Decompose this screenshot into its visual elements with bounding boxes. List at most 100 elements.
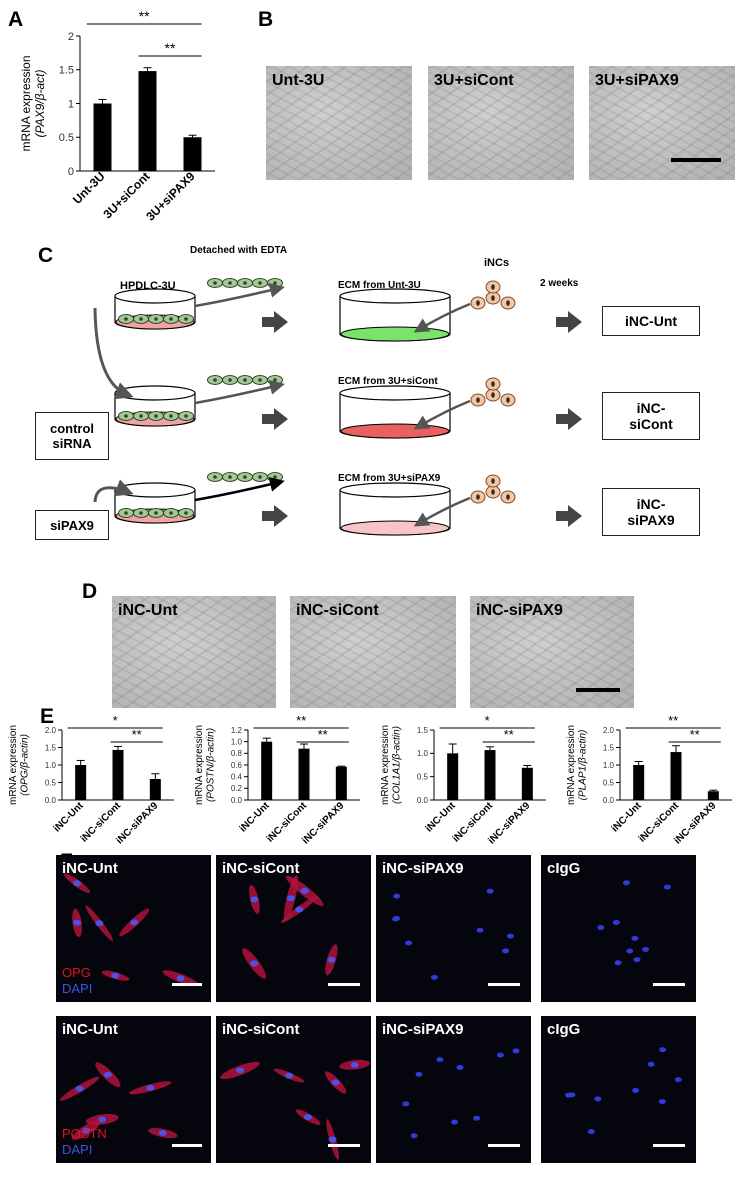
significance-label: **	[668, 715, 678, 728]
cell-nucleus	[392, 916, 400, 922]
bar	[633, 765, 645, 800]
detached-cell-nucleus	[213, 378, 217, 382]
detached-cell-nucleus	[258, 475, 262, 479]
incs-label: iNCs	[484, 257, 510, 269]
y-tick-label: 2.0	[603, 726, 615, 735]
y-tick-label: 0.0	[231, 796, 243, 805]
y-axis-label-line1: mRNA expression	[194, 725, 205, 805]
inc-cell-nucleus	[476, 300, 480, 306]
detached-cell-nucleus	[243, 281, 247, 285]
box-line: siCont	[629, 416, 673, 432]
inc-cell-nucleus	[491, 392, 495, 398]
fluor-label: cIgG	[547, 860, 581, 877]
y-tick-label: 1	[68, 98, 74, 110]
chart-postn: 0.00.20.40.60.81.01.2iNC-UntiNC-siContiN…	[194, 715, 360, 845]
ecm-dish	[339, 482, 451, 536]
result-box-inc-unt: iNC-Unt	[602, 306, 700, 336]
category-label: 3U+siPAX9	[143, 169, 198, 224]
cell-nucleus	[501, 948, 509, 954]
y-axis-label-line2: (PAX9/β-act)	[33, 70, 47, 138]
stain-label-opg: OPG	[62, 965, 91, 980]
y-axis-label-line2: (COL1A1/β-actin)	[392, 726, 403, 804]
y-tick-label: 1.5	[603, 743, 615, 752]
box-line: iNC-Unt	[624, 313, 678, 329]
scale-bar	[488, 1144, 520, 1147]
bar	[183, 137, 202, 171]
y-axis-label-line1: mRNA expression	[8, 725, 19, 805]
bar	[93, 103, 112, 171]
fluor-label: iNC-siCont	[222, 1021, 300, 1038]
panel-letter-e: E	[40, 705, 55, 728]
culture-arrow	[556, 505, 582, 527]
cell-nucleus	[295, 906, 304, 913]
cell-nucleus	[512, 1048, 520, 1054]
fluor-cells	[565, 1047, 682, 1135]
cell-nucleus	[73, 919, 82, 926]
y-axis-label-line1: mRNA expression	[380, 725, 391, 805]
schematic-panel-c	[93, 278, 582, 536]
dish-cell-nucleus	[169, 414, 173, 418]
detached-cell-nucleus	[258, 378, 262, 382]
bar	[484, 750, 496, 800]
detached-cell-nucleus	[273, 475, 277, 479]
cell-nucleus	[612, 920, 620, 926]
cell-nucleus	[250, 896, 259, 903]
significance-label: **	[165, 40, 176, 56]
cell-nucleus	[304, 1114, 313, 1121]
y-axis-label-line1: mRNA expression	[566, 725, 577, 805]
y-axis-label: mRNA expression(COL1A1/β-actin)	[380, 725, 403, 805]
fluor-postn-inc-sicont: iNC-siCont	[216, 1016, 371, 1163]
cell-nucleus	[331, 1079, 340, 1086]
cell-nucleus	[402, 1101, 410, 1107]
cell-nucleus	[476, 927, 484, 933]
cell-nucleus	[235, 1067, 244, 1074]
cell-nucleus	[75, 1085, 84, 1092]
cell-nucleus	[659, 1047, 667, 1053]
dish-cell-nucleus	[169, 317, 173, 321]
cell-nucleus	[436, 1057, 444, 1063]
cell-nucleus	[597, 924, 605, 930]
micrograph-label: iNC-siPAX9	[476, 602, 563, 619]
dish-cell-nucleus	[154, 511, 158, 515]
transfect-arrow	[93, 479, 134, 503]
scale-bar	[653, 1144, 685, 1147]
fluor-opg-inc-unt: iNC-Unt OPG DAPI	[56, 855, 211, 1002]
cell-nucleus	[674, 1077, 682, 1083]
dish-cell-nucleus	[184, 414, 188, 418]
significance-label: **	[132, 727, 142, 742]
ecm-dish	[339, 288, 451, 342]
bar	[521, 767, 533, 800]
y-tick-label: 1.5	[45, 743, 57, 752]
fluor-label: iNC-Unt	[62, 1021, 118, 1038]
micrograph-unt-3u: Unt-3U	[266, 66, 412, 180]
inc-cell-nucleus	[506, 494, 510, 500]
scale-bar	[172, 1144, 202, 1147]
y-tick-label: 2	[68, 31, 74, 43]
cell-nucleus	[663, 884, 671, 890]
cell-nucleus	[594, 1096, 602, 1102]
detach-arrow	[194, 477, 285, 502]
y-tick-label: 0.0	[603, 796, 615, 805]
fluor-label: iNC-siPAX9	[382, 1021, 464, 1038]
dish-cell-nucleus	[154, 317, 158, 321]
fluor-label: iNC-siCont	[222, 860, 300, 877]
significance-label: **	[296, 715, 306, 728]
sipax9-box: siPAX9	[35, 510, 109, 540]
bar	[335, 766, 347, 800]
fluor-label: iNC-Unt	[62, 860, 118, 877]
inc-cell-nucleus	[476, 397, 480, 403]
chart-opg: 0.00.51.01.52.0iNC-UntiNC-siContiNC-siPA…	[8, 715, 174, 845]
cell-nucleus	[250, 960, 259, 967]
ecm-label: ECM from 3U+siPAX9	[338, 473, 441, 484]
cell-nucleus	[658, 1099, 666, 1105]
detached-cell-nucleus	[228, 378, 232, 382]
ecm-label: ECM from Unt-3U	[338, 280, 421, 291]
y-tick-label: 0.0	[417, 796, 429, 805]
micrograph-3u-sipax9: 3U+siPAX9	[589, 66, 735, 180]
y-tick-label: 0.4	[231, 772, 243, 781]
y-tick-label: 0.5	[417, 772, 429, 781]
cell-nucleus	[300, 887, 309, 894]
cell-nucleus	[130, 919, 139, 926]
bar	[75, 765, 87, 800]
bar	[112, 749, 124, 800]
